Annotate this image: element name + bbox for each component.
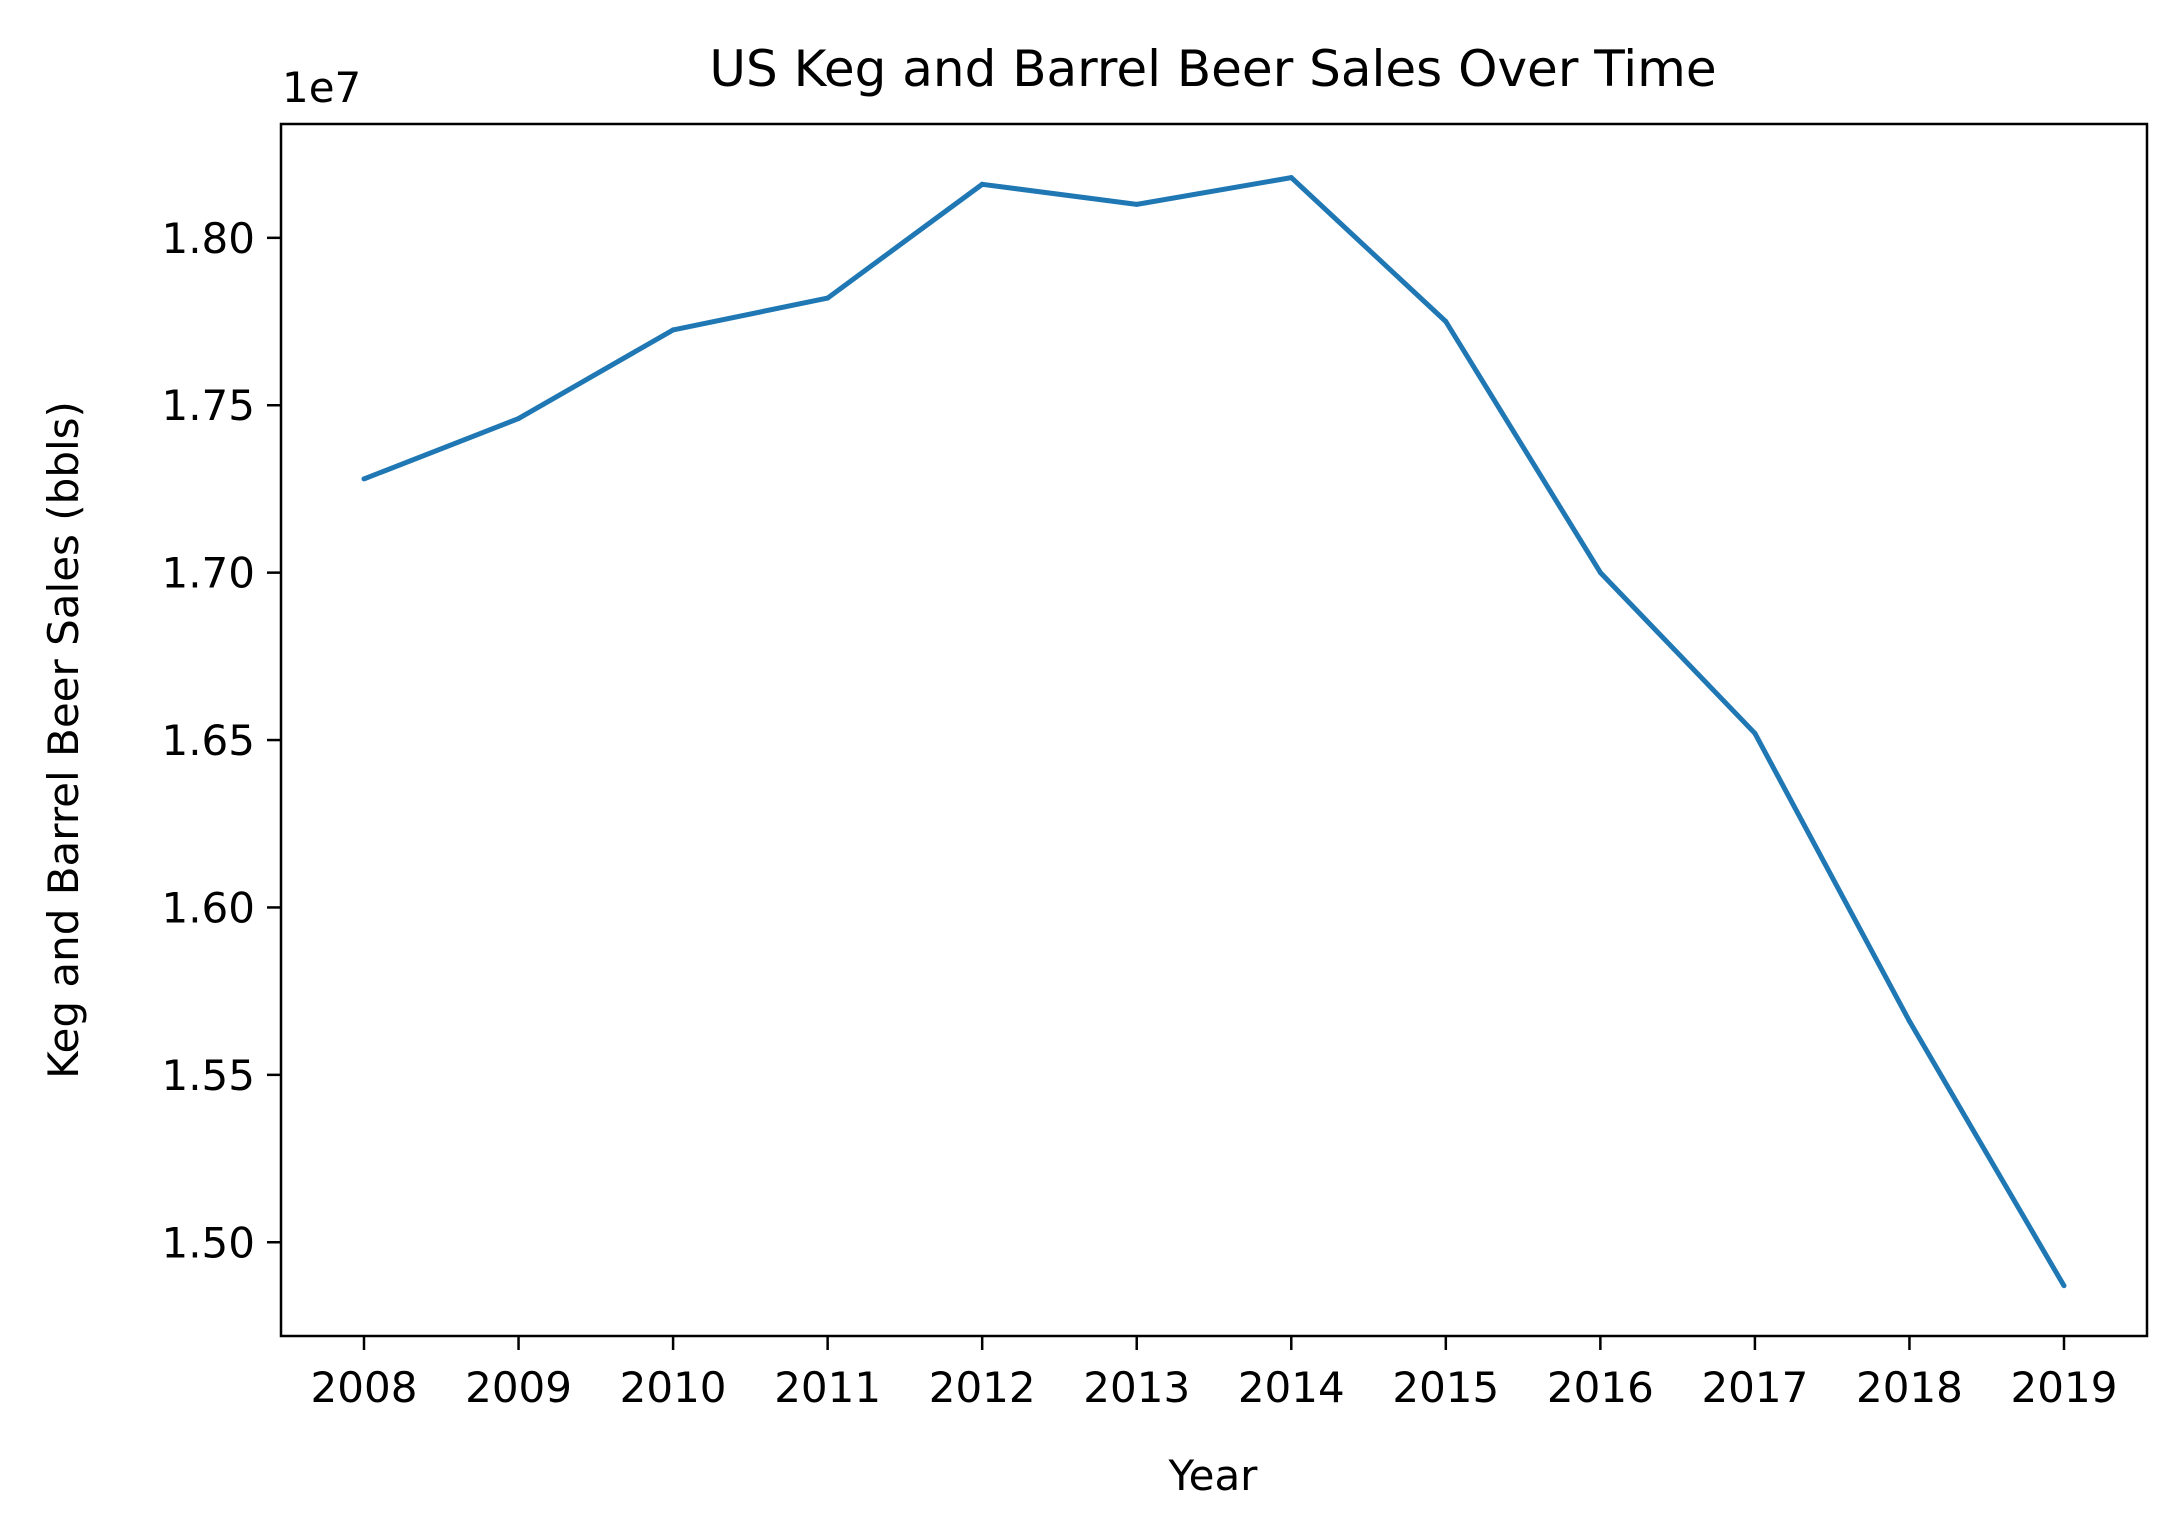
y-tick-label: 1.65 — [161, 716, 255, 765]
data-point — [1906, 1018, 1912, 1024]
x-tick-label: 2013 — [1083, 1363, 1190, 1412]
x-tick-label: 2015 — [1392, 1363, 1499, 1412]
x-tick-label: 2010 — [620, 1363, 727, 1412]
y-tick-label: 1.60 — [161, 883, 255, 932]
x-tick-label: 2018 — [1856, 1363, 1963, 1412]
series-layer — [361, 175, 2067, 1289]
chart-title: US Keg and Barrel Beer Sales Over Time — [709, 40, 1716, 98]
x-tick-label: 2011 — [774, 1363, 881, 1412]
x-axis-label: Year — [1168, 1451, 1259, 1500]
data-point — [825, 295, 831, 301]
x-tick-label: 2014 — [1238, 1363, 1345, 1412]
data-point — [1288, 175, 1294, 181]
plot-frame — [279, 122, 2149, 1338]
y-tick-label: 1.75 — [161, 381, 255, 430]
series-line — [363, 175, 2067, 1288]
data-point — [1134, 201, 1140, 207]
x-tick-label: 2009 — [465, 1363, 572, 1412]
data-point — [2061, 1283, 2067, 1289]
x-tick-label: 2017 — [1701, 1363, 1808, 1412]
x-tick-label: 2016 — [1547, 1363, 1654, 1412]
x-tick-label: 2012 — [929, 1363, 1036, 1412]
y-tick-label: 1.70 — [161, 549, 255, 598]
data-point — [1443, 319, 1449, 325]
data-point — [1597, 570, 1603, 576]
y-axis-label: Keg and Barrel Beer Sales (bbls) — [39, 401, 88, 1079]
x-tick-label: 2019 — [2011, 1363, 2118, 1412]
axis-ticks: 2008 2009 2010 2011 2012 2013 2014 2015 2016 2017… — [161, 214, 2117, 1412]
y-offset-label: 1e7 — [282, 63, 361, 112]
data-point — [670, 327, 676, 333]
data-point — [516, 416, 522, 422]
data-point — [361, 476, 367, 482]
y-tick-label: 1.50 — [161, 1218, 255, 1267]
data-point — [1752, 730, 1758, 736]
data-point — [979, 181, 985, 187]
y-tick-label: 1.55 — [161, 1051, 255, 1100]
y-tick-label: 1.80 — [161, 214, 255, 263]
x-tick-label: 2008 — [311, 1363, 418, 1412]
